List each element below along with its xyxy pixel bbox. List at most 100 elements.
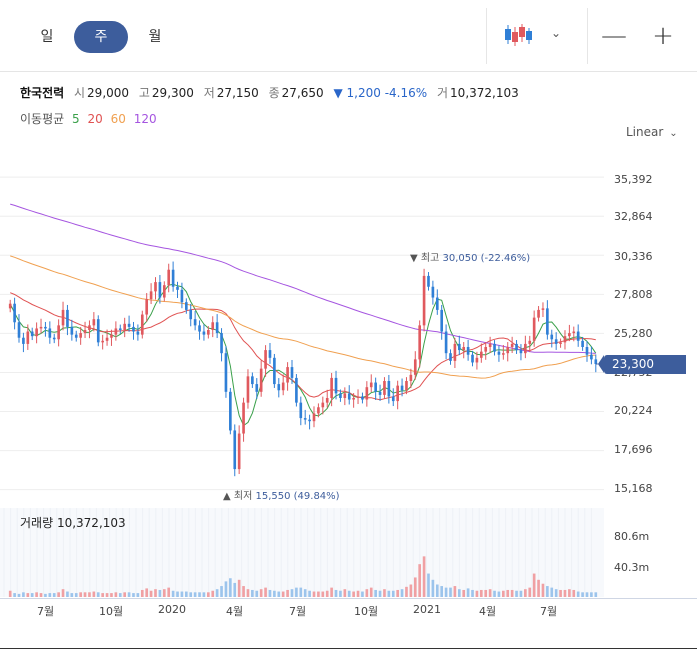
volume-bar	[413, 577, 417, 597]
period-tabs: 일 주 월	[20, 21, 182, 53]
ma-60-label: 60	[110, 112, 126, 126]
candle-body	[532, 317, 536, 341]
volume-bar	[123, 592, 126, 597]
candle-body	[568, 333, 571, 337]
volume-bar	[541, 583, 545, 597]
volume-bar	[317, 591, 320, 597]
candle-body	[140, 314, 144, 335]
candle-body	[114, 328, 118, 335]
candle-body	[136, 331, 140, 335]
candle-body	[400, 385, 404, 391]
candle-body	[475, 357, 479, 363]
candle-body	[330, 377, 333, 398]
candle-body	[559, 342, 562, 344]
tab-day[interactable]: 일	[40, 29, 54, 45]
volume-bar	[66, 591, 69, 597]
volume-bar	[493, 590, 496, 597]
volume-bar	[378, 590, 382, 597]
y-tick-label: 15,168	[614, 482, 653, 495]
volume-bar	[180, 591, 184, 597]
candle-body	[211, 322, 215, 330]
ma-120-label: 120	[133, 112, 157, 126]
candle-body	[572, 331, 576, 334]
candle-body	[207, 330, 210, 335]
candle-body	[581, 340, 584, 347]
volume-bar	[220, 586, 223, 597]
candle-body	[528, 340, 532, 344]
ma-120-line	[10, 203, 596, 354]
volume-label: 거	[437, 86, 449, 100]
candle-body	[299, 402, 303, 419]
close-label: 종	[268, 86, 280, 100]
candle-body	[251, 376, 254, 385]
volume-bar	[466, 588, 470, 597]
low-annotation-prefix: ▲ 최저	[223, 491, 253, 502]
volume-bar	[444, 587, 448, 597]
volume-bar	[352, 591, 355, 597]
candle-body	[413, 359, 417, 375]
candle-body	[88, 325, 91, 330]
candle-body	[255, 384, 259, 392]
x-tick-label: 7월	[37, 605, 55, 618]
volume-bar	[136, 593, 140, 597]
high-label: 고	[138, 86, 150, 100]
candle-body	[215, 322, 219, 334]
volume-bar	[198, 592, 201, 597]
volume-bar	[462, 589, 466, 597]
volume-bar	[312, 591, 316, 597]
chart-type-select[interactable]: ⌄	[503, 22, 567, 50]
bottom-border	[0, 648, 697, 649]
volume-bar	[79, 592, 82, 597]
candle-body	[444, 331, 448, 354]
candle-body	[162, 285, 166, 298]
volume-bar	[321, 591, 325, 597]
candle-body	[158, 282, 162, 298]
candle-body	[457, 343, 461, 351]
volume-panel-title: 거래량 10,372,103	[20, 514, 126, 531]
candle-body	[105, 337, 109, 341]
volume-bar	[44, 593, 47, 597]
candlestick-icon	[505, 24, 532, 46]
candle-body	[422, 275, 426, 326]
candle-body	[277, 384, 281, 391]
low-annotation-text: 15,550 (49.84%)	[255, 491, 340, 502]
candle-body	[387, 381, 391, 397]
volume-bar	[92, 591, 96, 597]
low-label: 저	[203, 86, 215, 100]
candle-body	[365, 387, 369, 400]
volume-bar	[30, 593, 34, 597]
tab-week[interactable]: 주	[74, 21, 128, 53]
volume-bar	[185, 591, 188, 597]
candle-body	[361, 396, 364, 400]
scale-mode-select[interactable]: Linear ⌄	[626, 125, 678, 139]
y-tick-label: 27,808	[614, 288, 653, 301]
candle-body	[127, 323, 131, 327]
zoom-out-button[interactable]: —	[601, 21, 627, 51]
volume-bar	[391, 590, 395, 597]
candle-body	[427, 275, 430, 287]
volume-tick-label: 80.6m	[614, 530, 650, 543]
volume-bar	[242, 586, 245, 597]
candle-body	[374, 382, 377, 392]
volume-bar	[524, 589, 527, 597]
volume-bar	[114, 592, 118, 597]
zoom-in-button[interactable]: +	[652, 21, 674, 51]
volume-bar	[422, 556, 426, 597]
toolbar-divider	[587, 8, 588, 64]
volume-bar	[334, 589, 338, 597]
volume-bar	[211, 590, 215, 597]
candle-body	[435, 297, 439, 310]
volume-bar	[162, 589, 166, 597]
volume-bar	[427, 573, 430, 597]
tab-month[interactable]: 월	[148, 29, 162, 45]
volume-bar	[281, 591, 285, 597]
volume-bar	[519, 590, 523, 597]
candle-body	[383, 381, 386, 395]
candle-body	[594, 359, 598, 364]
x-tick-label: 2021	[413, 603, 441, 616]
ma-legend-label: 이동평균	[20, 112, 65, 126]
x-tick-label: 2020	[158, 603, 186, 616]
change-value: ▼ 1,200 -4.16%	[333, 86, 428, 100]
volume-bar	[96, 592, 100, 597]
